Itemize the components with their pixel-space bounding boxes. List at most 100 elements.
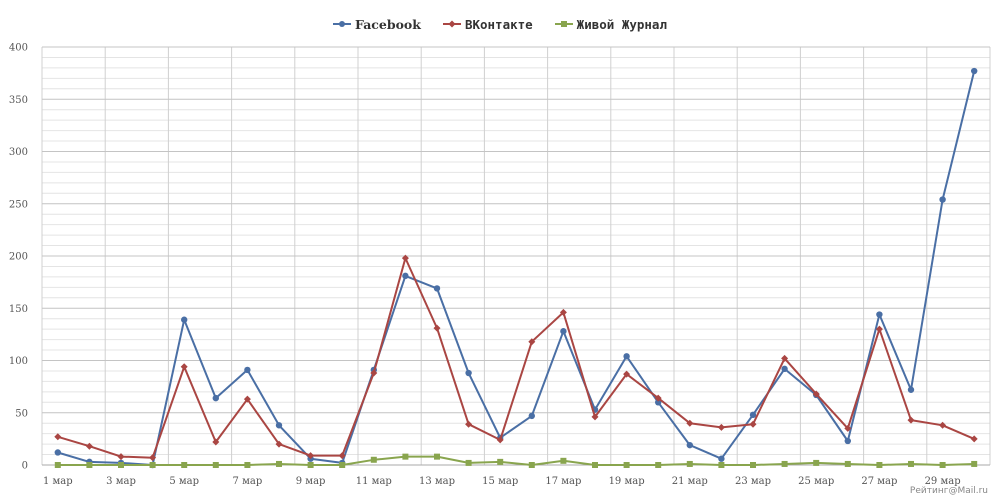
y-tick-label: 100	[9, 356, 28, 367]
data-point	[876, 311, 883, 318]
data-point	[560, 328, 567, 335]
data-point	[497, 458, 504, 465]
data-point	[592, 462, 598, 468]
legend-item[interactable]: ВКонтакте	[442, 14, 533, 34]
data-point	[971, 67, 978, 75]
data-point	[781, 354, 789, 362]
data-point	[559, 308, 567, 316]
data-point	[686, 441, 693, 449]
data-point	[655, 462, 662, 468]
data-point	[876, 462, 883, 468]
data-point	[623, 462, 630, 468]
y-tick-label: 400	[9, 43, 28, 54]
legend-item[interactable]: Facebook	[333, 14, 421, 34]
data-point	[939, 421, 947, 429]
data-point	[907, 416, 915, 424]
data-point	[971, 460, 978, 467]
data-point	[844, 424, 852, 432]
y-tick-label: 200	[9, 252, 28, 263]
series-line-2	[57, 455, 975, 466]
data-point	[844, 437, 851, 445]
data-point	[813, 459, 820, 466]
data-point	[149, 462, 156, 468]
x-tick-label: 27 мар	[861, 476, 897, 487]
y-tick-label: 350	[9, 95, 28, 106]
data-point	[433, 285, 441, 292]
data-point	[243, 395, 251, 403]
x-tick-label: 15 мар	[482, 476, 518, 487]
x-tick-label: 21 мар	[672, 476, 708, 487]
data-point	[718, 455, 725, 462]
data-point	[402, 453, 409, 460]
data-point	[591, 413, 599, 421]
data-point	[781, 460, 788, 467]
y-tick-label: 50	[15, 408, 28, 419]
data-point	[908, 460, 914, 467]
x-tick-label: 7 мар	[233, 476, 263, 487]
data-point	[276, 460, 282, 467]
data-point	[750, 462, 756, 468]
x-tick-label: 29 мар	[925, 476, 961, 487]
data-point	[117, 453, 125, 461]
x-tick-label: 19 мар	[609, 476, 645, 487]
data-point	[118, 462, 124, 468]
data-point	[212, 462, 219, 468]
x-tick-label: 5 мар	[169, 476, 199, 487]
data-point	[907, 386, 915, 393]
data-point	[54, 433, 62, 441]
x-tick-label: 11 мар	[356, 476, 392, 487]
data-point	[307, 452, 315, 460]
data-point	[528, 462, 535, 468]
x-tick-label: 3 мар	[106, 476, 136, 487]
data-point	[496, 436, 504, 444]
credit-text: Рейтинг@Mail.ru	[909, 486, 988, 496]
data-point	[560, 457, 567, 464]
data-point	[401, 254, 409, 262]
data-point	[85, 442, 93, 450]
data-point	[686, 419, 694, 427]
data-point	[781, 365, 788, 373]
data-point	[181, 316, 188, 323]
legend-label: Живой Журнал	[576, 16, 667, 32]
x-tick-label: 25 мар	[798, 476, 834, 487]
data-point	[875, 325, 883, 333]
series-line-0	[57, 70, 976, 466]
x-tick-label: 17 мар	[545, 476, 581, 487]
x-tick-label: 9 мар	[296, 476, 326, 487]
data-point	[812, 390, 820, 398]
legend-label: ВКонтакте	[464, 16, 533, 32]
legend-swatch	[554, 21, 573, 27]
data-point	[970, 435, 978, 443]
data-point	[244, 366, 251, 374]
data-point	[149, 454, 157, 462]
y-tick-label: 250	[9, 199, 28, 210]
legend-swatch	[442, 20, 461, 28]
x-tick-label: 13 мар	[419, 476, 455, 487]
data-point	[654, 394, 662, 402]
series-line-1	[57, 257, 975, 459]
data-point	[244, 462, 251, 468]
data-point	[370, 369, 378, 377]
data-point	[623, 353, 630, 360]
data-point	[307, 462, 314, 468]
data-point	[212, 438, 220, 446]
x-tick-label: 23 мар	[735, 476, 771, 487]
data-point	[275, 440, 283, 448]
data-point	[86, 462, 93, 468]
data-point	[844, 460, 851, 467]
data-point	[717, 423, 725, 431]
legend-label: Facebook	[355, 16, 421, 32]
data-point	[939, 196, 946, 203]
legend: Facebook ВКонтакте Живой Журнал	[0, 14, 1000, 34]
data-point	[749, 420, 757, 428]
y-tick-label: 300	[9, 147, 28, 158]
data-point	[939, 462, 946, 468]
data-point	[54, 449, 61, 456]
legend-item[interactable]: Живой Журнал	[554, 14, 667, 34]
data-point	[433, 324, 441, 332]
data-point	[434, 453, 440, 460]
data-point	[370, 456, 377, 463]
data-point	[465, 369, 472, 377]
legend-swatch	[333, 21, 351, 27]
